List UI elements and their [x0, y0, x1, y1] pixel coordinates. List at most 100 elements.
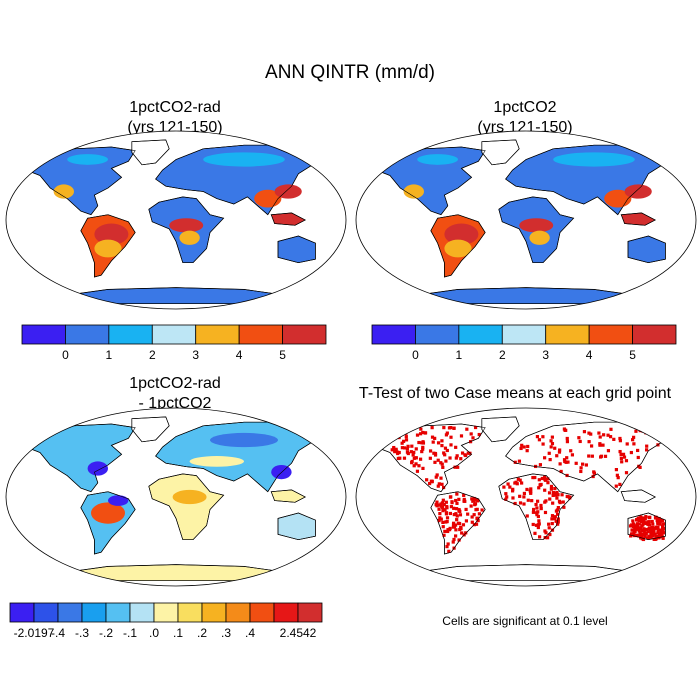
significant-cell: [606, 433, 610, 437]
significant-cell: [469, 504, 473, 508]
significant-cell: [454, 512, 458, 516]
significant-cell: [469, 432, 473, 436]
significant-cell: [618, 436, 622, 441]
significant-cell: [519, 446, 523, 451]
significant-cell: [472, 496, 476, 501]
significant-cell: [551, 501, 555, 505]
significant-cell: [530, 499, 534, 503]
significant-cell: [656, 522, 660, 526]
significant-cell: [515, 482, 519, 486]
significant-cell: [591, 474, 595, 479]
significant-cell: [518, 494, 522, 498]
north-america-west-region: [403, 184, 424, 199]
world-map-panel2: [355, 130, 697, 310]
significant-cell: [658, 528, 663, 532]
significant-cell: [645, 536, 650, 540]
significant-cell: [536, 499, 540, 503]
coastline-greenland: [131, 139, 170, 166]
significant-cell: [474, 522, 479, 526]
significant-cell: [535, 435, 540, 439]
significant-cell: [560, 493, 564, 497]
significant-cell: [635, 533, 639, 537]
colorbar-tick-label: 2: [149, 348, 156, 362]
significant-cell: [449, 425, 453, 430]
significant-cell: [440, 482, 444, 486]
significant-cell: [543, 456, 547, 460]
significant-cell: [518, 501, 523, 505]
significant-cell: [436, 484, 440, 488]
significant-cell: [529, 487, 533, 491]
significant-cell: [563, 459, 567, 464]
significant-cell: [421, 441, 426, 445]
significant-cell: [630, 528, 634, 532]
significant-cell: [562, 458, 567, 462]
coastline-southAmerica: [430, 491, 486, 555]
significant-cell: [430, 479, 434, 483]
significant-cell: [624, 471, 629, 475]
significant-cell: [656, 531, 660, 535]
central-africa-positive-region: [172, 489, 207, 505]
significant-cell: [442, 451, 446, 455]
significant-cell: [436, 441, 441, 445]
significant-cell: [661, 522, 666, 526]
significant-cell: [531, 510, 536, 514]
significant-cell: [437, 507, 441, 511]
significant-cell: [419, 427, 423, 431]
colorbar-tick-label: .2: [197, 626, 207, 640]
significant-cell: [461, 523, 466, 527]
significant-cell: [559, 469, 563, 474]
significant-cell: [587, 440, 591, 444]
colorbar-box: [282, 324, 327, 345]
significant-cell: [459, 457, 463, 461]
significant-cell: [633, 529, 637, 533]
panel3-title: 1pctCO2-rad - 1pctCO2: [75, 374, 275, 414]
significant-cell: [649, 535, 653, 539]
significant-cell: [647, 522, 651, 526]
significant-cell: [536, 525, 540, 530]
significant-cell: [535, 513, 539, 517]
significant-cell: [552, 517, 557, 521]
significant-cell: [402, 456, 407, 460]
significant-cell: [635, 527, 639, 531]
world-map-panel1: [5, 130, 347, 310]
significant-cell: [636, 448, 640, 453]
significant-cell: [565, 440, 570, 444]
significant-cell: [654, 534, 658, 539]
significant-cell: [433, 453, 438, 457]
significant-cell: [437, 482, 441, 486]
significant-cell: [632, 435, 636, 439]
coastline-eurasia: [505, 144, 670, 216]
significant-cell: [435, 500, 439, 504]
colorbar-tick-label: 0: [62, 348, 69, 362]
colorbar-tick-label: -.3: [75, 626, 89, 640]
significant-cell: [548, 532, 552, 537]
colorbar-box: [57, 602, 83, 623]
colorbar-panel2: 0 1 2 3 4 5: [371, 324, 677, 362]
significant-cell: [612, 437, 616, 441]
significant-cell: [637, 518, 641, 523]
significant-cell: [589, 432, 593, 436]
significant-cell: [442, 502, 446, 507]
significant-cell: [434, 475, 438, 479]
significant-cell: [647, 536, 651, 540]
significant-cell: [464, 507, 468, 512]
colorbar-tick-label: 1: [456, 348, 463, 362]
colorbar-box: [225, 602, 251, 623]
significant-cell: [417, 440, 421, 445]
significant-cell: [513, 460, 517, 464]
colorbar-box: [151, 324, 197, 345]
significant-cell: [443, 446, 448, 450]
significant-cell: [431, 440, 435, 444]
significant-cell: [425, 478, 429, 482]
significant-cell: [444, 433, 449, 437]
significant-cell: [452, 537, 456, 542]
significant-cell: [438, 512, 442, 516]
significant-cell: [455, 518, 459, 522]
significant-cell: [405, 447, 409, 451]
significant-cell: [589, 444, 594, 448]
significant-cell: [441, 509, 445, 513]
significant-cell: [541, 442, 545, 446]
significant-cell: [651, 522, 655, 526]
significant-cell: [653, 515, 658, 519]
significant-cell: [435, 473, 439, 477]
